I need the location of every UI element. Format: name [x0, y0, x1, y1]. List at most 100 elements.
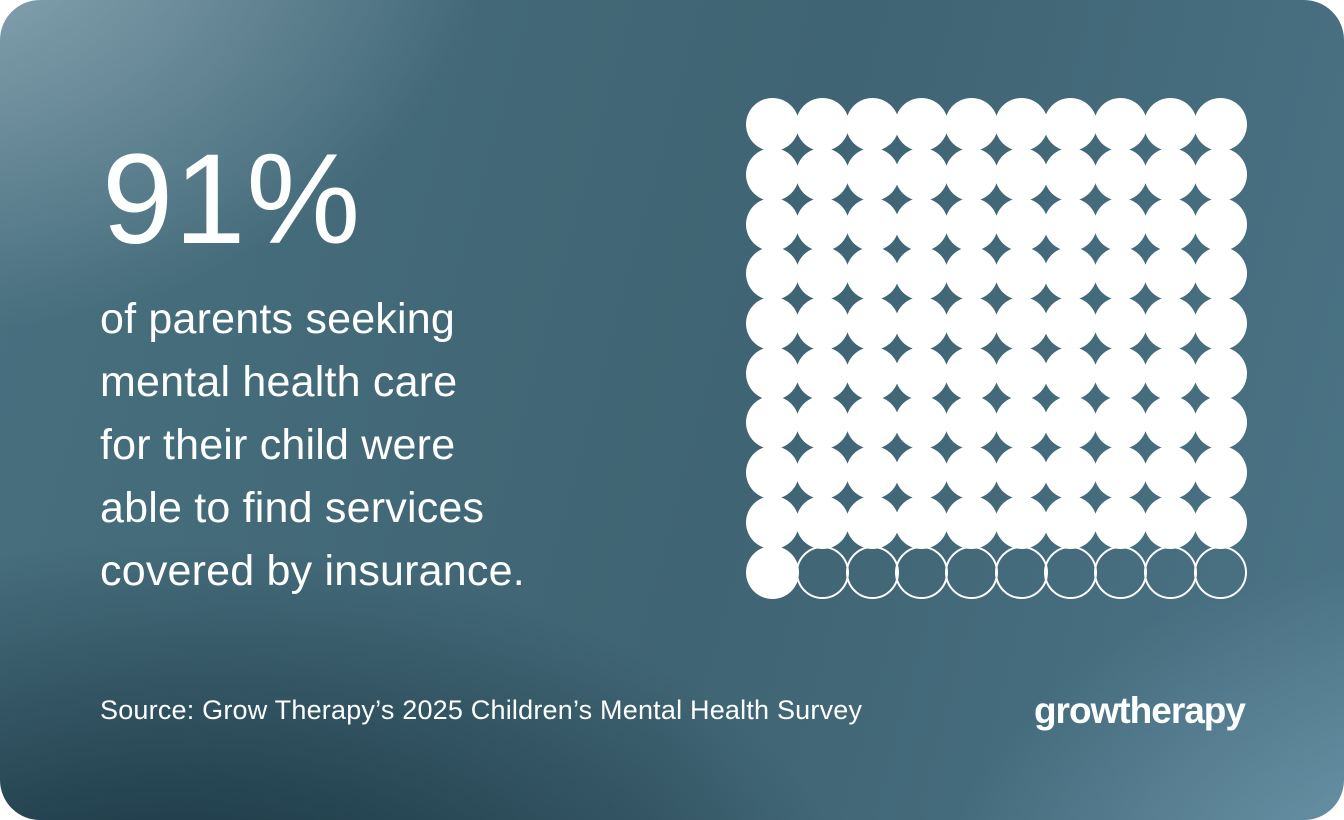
- waffle-dot-filled: [1094, 346, 1148, 400]
- stat-description-line: for their child were: [100, 421, 456, 469]
- waffle-dot-filled: [945, 495, 999, 549]
- waffle-dot-filled: [796, 148, 850, 202]
- stat-description-line: covered by insurance.: [100, 547, 525, 595]
- waffle-dot-filled: [1193, 396, 1247, 450]
- waffle-dot-filled: [845, 346, 899, 400]
- waffle-dot-filled: [845, 495, 899, 549]
- waffle-dot-filled: [1143, 148, 1197, 202]
- waffle-dot-filled: [796, 495, 850, 549]
- waffle-dot-filled: [845, 197, 899, 251]
- waffle-dot-filled: [945, 396, 999, 450]
- waffle-dot-outlined: [796, 545, 850, 599]
- waffle-dot-filled: [746, 446, 800, 500]
- waffle-dot-filled: [895, 197, 949, 251]
- waffle-dot-filled: [895, 148, 949, 202]
- waffle-dot-filled: [1143, 297, 1197, 351]
- waffle-dot-filled: [1094, 495, 1148, 549]
- waffle-dot-filled: [945, 98, 999, 152]
- waffle-dot-filled: [1094, 446, 1148, 500]
- waffle-dot-filled: [1193, 197, 1247, 251]
- waffle-dot-filled: [895, 495, 949, 549]
- waffle-dot-filled: [746, 247, 800, 301]
- waffle-dot-filled: [895, 396, 949, 450]
- waffle-dot-filled: [994, 297, 1048, 351]
- waffle-dot-filled: [796, 297, 850, 351]
- waffle-dot-filled: [1044, 396, 1098, 450]
- stat-value: 91%: [102, 128, 362, 271]
- waffle-dot-filled: [746, 148, 800, 202]
- waffle-dot-filled: [1193, 495, 1247, 549]
- waffle-dot-filled: [1143, 346, 1197, 400]
- waffle-dot-filled: [994, 396, 1048, 450]
- waffle-dot-outlined: [895, 545, 949, 599]
- source-text: Source: Grow Therapy’s 2025 Children’s M…: [100, 695, 863, 725]
- waffle-dot-filled: [746, 197, 800, 251]
- waffle-dot-outlined: [994, 545, 1048, 599]
- waffle-dot-outlined: [1044, 545, 1098, 599]
- waffle-dot-outlined: [845, 545, 899, 599]
- stat-description: of parents seeking mental health care fo…: [100, 288, 525, 603]
- stat-description-line: of parents seeking: [100, 295, 455, 343]
- waffle-dot-filled: [1044, 495, 1098, 549]
- waffle-dot-filled: [994, 197, 1048, 251]
- waffle-dot-outlined: [1143, 545, 1197, 599]
- waffle-chart: [746, 98, 1247, 599]
- waffle-dot-filled: [1193, 297, 1247, 351]
- waffle-dot-filled: [746, 98, 800, 152]
- waffle-dot-filled: [994, 148, 1048, 202]
- waffle-dot-filled: [1143, 495, 1197, 549]
- waffle-dot-filled: [1044, 197, 1098, 251]
- waffle-dot-filled: [1193, 148, 1247, 202]
- waffle-dot-filled: [1193, 446, 1247, 500]
- waffle-dot-outlined: [1193, 545, 1247, 599]
- waffle-dot-filled: [1044, 148, 1098, 202]
- waffle-dot-filled: [1143, 247, 1197, 301]
- waffle-dot-filled: [895, 247, 949, 301]
- waffle-dot-filled: [1044, 247, 1098, 301]
- waffle-dot-filled: [796, 197, 850, 251]
- brand-logo: growtherapy: [1033, 690, 1246, 731]
- waffle-dot-filled: [845, 247, 899, 301]
- waffle-dot-filled: [1044, 297, 1098, 351]
- waffle-dot-filled: [1094, 297, 1148, 351]
- stat-description-line: mental health care: [100, 358, 458, 406]
- waffle-dot-filled: [994, 446, 1048, 500]
- waffle-dot-filled: [895, 98, 949, 152]
- waffle-dot-filled: [845, 98, 899, 152]
- waffle-dot-filled: [1044, 346, 1098, 400]
- waffle-dot-filled: [796, 247, 850, 301]
- waffle-dot-filled: [1193, 247, 1247, 301]
- waffle-dot-filled: [945, 297, 999, 351]
- waffle-dot-filled: [994, 247, 1048, 301]
- waffle-dot-filled: [945, 197, 999, 251]
- waffle-dot-filled: [845, 297, 899, 351]
- waffle-dot-filled: [1143, 197, 1197, 251]
- waffle-dot-filled: [1044, 98, 1098, 152]
- waffle-dot-outlined: [945, 545, 999, 599]
- waffle-dot-filled: [1094, 396, 1148, 450]
- waffle-dot-filled: [1193, 346, 1247, 400]
- waffle-dot-filled: [845, 446, 899, 500]
- waffle-dot-filled: [994, 495, 1048, 549]
- waffle-dot-filled: [746, 297, 800, 351]
- waffle-dot-outlined: [1094, 545, 1148, 599]
- waffle-dot-filled: [945, 346, 999, 400]
- waffle-dot-filled: [1094, 197, 1148, 251]
- waffle-dot-filled: [1143, 396, 1197, 450]
- waffle-dot-filled: [746, 495, 800, 549]
- waffle-dot-filled: [845, 148, 899, 202]
- stat-description-line: able to find services: [100, 484, 485, 532]
- waffle-dot-filled: [895, 297, 949, 351]
- waffle-dot-filled: [994, 346, 1048, 400]
- waffle-dot-filled: [796, 396, 850, 450]
- waffle-dot-filled: [1143, 98, 1197, 152]
- waffle-dot-filled: [994, 98, 1048, 152]
- waffle-dot-filled: [746, 346, 800, 400]
- waffle-dot-filled: [796, 446, 850, 500]
- waffle-dot-filled: [945, 247, 999, 301]
- waffle-dot-filled: [1193, 98, 1247, 152]
- waffle-dot-filled: [796, 346, 850, 400]
- waffle-dot-filled: [746, 545, 800, 599]
